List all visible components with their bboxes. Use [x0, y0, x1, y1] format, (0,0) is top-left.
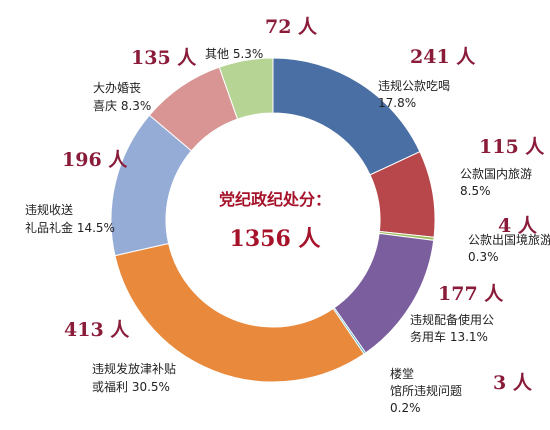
slice-qita: [218, 57, 274, 120]
count-label-guonei: 115 人: [479, 136, 545, 158]
category-label-lougtang-2: 0.2%: [390, 401, 421, 415]
center-total: 1356 人: [230, 226, 321, 252]
category-label-shousong-1: 礼品礼金 14.5%: [25, 220, 115, 235]
category-label-butie-0: 违规发放津补贴: [92, 361, 176, 376]
count-label-qita: 72 人: [265, 16, 318, 38]
slice-butie: [114, 242, 365, 383]
category-label-shousong-0: 违规收送: [25, 202, 73, 217]
count-label-gongche: 177 人: [438, 283, 504, 305]
category-label-qita-0: 其他 5.3%: [205, 47, 263, 61]
count-label-hunsang: 135 人: [131, 47, 197, 69]
category-label-lougtang-0: 楼堂: [390, 366, 414, 381]
category-label-hunsang-0: 大办婚丧: [93, 80, 141, 95]
category-label-gongche-0: 违规配备使用公: [410, 312, 494, 327]
category-label-chujing-1: 0.3%: [468, 250, 499, 264]
category-label-guonei-0: 公款国内旅游: [460, 167, 532, 181]
count-label-butie: 413 人: [64, 319, 130, 341]
count-label-gongkuan: 241 人: [410, 46, 476, 68]
category-label-gongkuan-1: 17.8%: [378, 96, 416, 110]
category-label-lougtang-1: 馆所违规问题: [390, 383, 462, 398]
donut-slices: [110, 57, 436, 383]
category-label-butie-1: 或福利 30.5%: [92, 379, 170, 394]
count-label-shousong: 196 人: [62, 149, 128, 171]
category-label-guonei-1: 8.5%: [460, 184, 491, 198]
category-label-hunsang-1: 喜庆 8.3%: [93, 99, 151, 113]
category-label-chujing-0: 公款出国境旅游: [468, 232, 550, 247]
slice-gongkuan: [272, 57, 421, 176]
center-title: 党纪政纪处分：: [219, 190, 331, 209]
category-label-gongkuan-0: 违规公款吃喝: [378, 78, 450, 93]
category-label-gongche-1: 务用车 13.1%: [410, 329, 488, 344]
count-label-chujing: 4 人: [498, 215, 538, 237]
count-label-lougtang: 3 人: [493, 372, 533, 394]
